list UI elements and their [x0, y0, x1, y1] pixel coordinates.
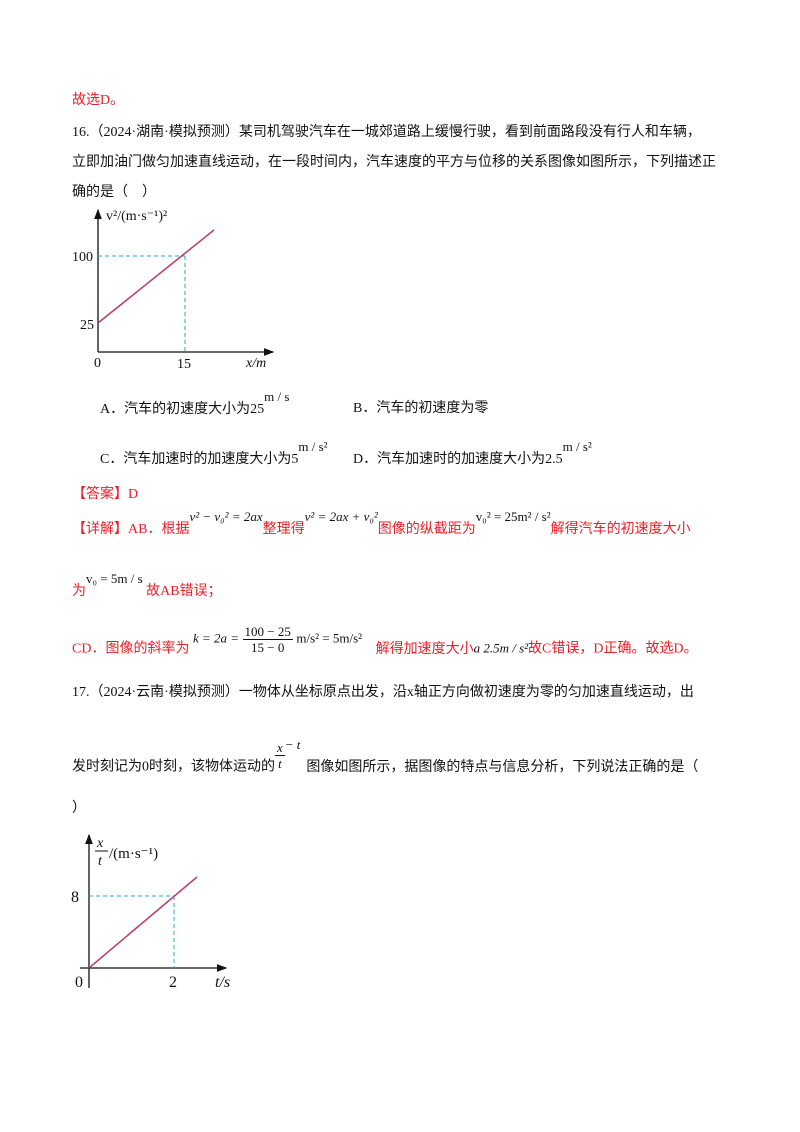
q16-graph: v²/(m·s⁻¹)² 100 25 0 15 x/m	[72, 208, 275, 372]
eq5-right: m/s² = 5m/s²	[296, 630, 363, 646]
eq2: v² = 2ax + v₀²	[304, 509, 378, 524]
q16-line3: 确的是（ ）	[72, 185, 156, 200]
q16-source: （2024·湖南·模拟预测）	[89, 125, 239, 140]
frac-num: x	[275, 740, 285, 756]
eq5-denominator: 15 − 0	[251, 640, 285, 655]
explain-label: 【详解】AB．根据	[72, 522, 190, 537]
option-a-text: A．汽车的初速度大小为25	[100, 402, 265, 417]
option-d-text: D．汽车加速时的加速度大小为2.5	[353, 452, 563, 467]
option-d-unit: m / s²	[562, 439, 592, 454]
q17-text: 发时刻记为0时刻，该物体运动的	[72, 759, 275, 775]
option-c-text: C．汽车加速时的加速度大小为5	[100, 452, 299, 467]
answer: 【答案】D	[72, 487, 139, 502]
explain-line2: 为v₀ = 5m / s 故AB错误；	[72, 571, 222, 601]
q16-text: 某司机驾驶汽车在一城郊道路上缓慢行驶，看到前面路段没有行人和车辆，	[238, 125, 701, 140]
explain-line3: CD．图像的斜率为 k = 2a = 100 − 25 15 − 0 m/s² =…	[72, 624, 698, 665]
option-a-unit: m / s	[264, 389, 290, 404]
explain-text: 图像的纵截距为	[377, 522, 476, 537]
eq1: v² − v₀² = 2ax	[189, 509, 263, 524]
origin-label: 0	[94, 356, 101, 371]
explain-text: 解得加速度大小	[375, 641, 474, 657]
option-a: A．汽车的初速度大小为25m / s	[100, 389, 289, 419]
option-c: C．汽车加速时的加速度大小为5m / s²	[100, 439, 328, 469]
y-tick-100: 100	[72, 250, 93, 265]
q17-line3: ）	[72, 801, 86, 816]
explain-text: 故C错误，D正确。故选D。	[528, 641, 698, 657]
explain-text: 为	[72, 584, 86, 599]
option-d: D．汽车加速时的加速度大小为2.5m / s²	[353, 439, 592, 469]
y-label-num: x	[96, 836, 104, 851]
eq3: v₀² = 25m² / s²	[475, 509, 551, 524]
origin-label: 0	[75, 974, 83, 991]
y-tick-8: 8	[71, 889, 79, 906]
q17-text: 一物体从坐标原点出发，沿x轴正方向做初速度为零的匀加速直线运动，出	[238, 685, 694, 700]
data-line	[97, 229, 215, 324]
x-tick-15: 15	[177, 357, 191, 372]
data-line	[88, 876, 198, 969]
q16-line2: 立即加油门做匀加速直线运动，在一段时间内，汽车速度的平方与位移的关系图像如图所示…	[72, 155, 716, 170]
q17-text: 图像如图所示，据图像的特点与信息分析，下列说法正确的是（	[306, 759, 699, 775]
x-axis-label: t/s	[215, 974, 230, 991]
q16-number: 16.	[72, 125, 90, 140]
frac-den: t	[278, 756, 282, 771]
q17-graph: x t /(m·s⁻¹) 8 0 2 t/s	[71, 833, 230, 991]
explain-line1: 【详解】AB．根据v² − v₀² = 2ax整理得v² = 2ax + v₀²…	[72, 509, 691, 539]
q16-line1: 16.（2024·湖南·模拟预测）某司机驾驶汽车在一城郊道路上缓慢行驶，看到前面…	[72, 124, 701, 142]
q17-line1: 17.（2024·云南·模拟预测）一物体从坐标原点出发，沿x轴正方向做初速度为零…	[72, 684, 694, 702]
q17-source: （2024·云南·模拟预测）	[89, 685, 239, 700]
eq6: a 2.5m / s²	[473, 640, 529, 656]
eq5-numerator: 100 − 25	[242, 624, 293, 640]
explain-text: 整理得	[262, 522, 305, 537]
q17-line2: 发时刻记为0时刻，该物体运动的 x t − t 图像如图所示，据图像的特点与信息分析，下…	[72, 737, 699, 783]
eq5-fraction: 100 − 25 15 − 0	[242, 624, 293, 655]
y-axis-label: v²/(m·s⁻¹)²	[106, 209, 167, 224]
y-label-unit: /(m·s⁻¹)	[109, 846, 158, 862]
x-axis-label: x/m	[245, 356, 266, 371]
explain-text: 故AB错误；	[146, 584, 222, 599]
explain-text: 解得汽车的初速度大小	[550, 522, 691, 537]
y-label-den: t	[98, 854, 103, 869]
option-c-unit: m / s²	[298, 439, 328, 454]
q17-number: 17.	[72, 685, 90, 700]
frac-suffix: − t	[284, 736, 301, 752]
x-tick-2: 2	[169, 974, 177, 991]
y-tick-25: 25	[80, 318, 94, 333]
eq4: v₀ = 5m / s	[86, 571, 143, 586]
option-b: B．汽车的初速度为零	[353, 401, 489, 416]
explain-text: CD．图像的斜率为	[72, 641, 190, 657]
previous-answer: 故选D。	[72, 93, 125, 108]
eq5-left: k = 2a =	[192, 630, 240, 646]
